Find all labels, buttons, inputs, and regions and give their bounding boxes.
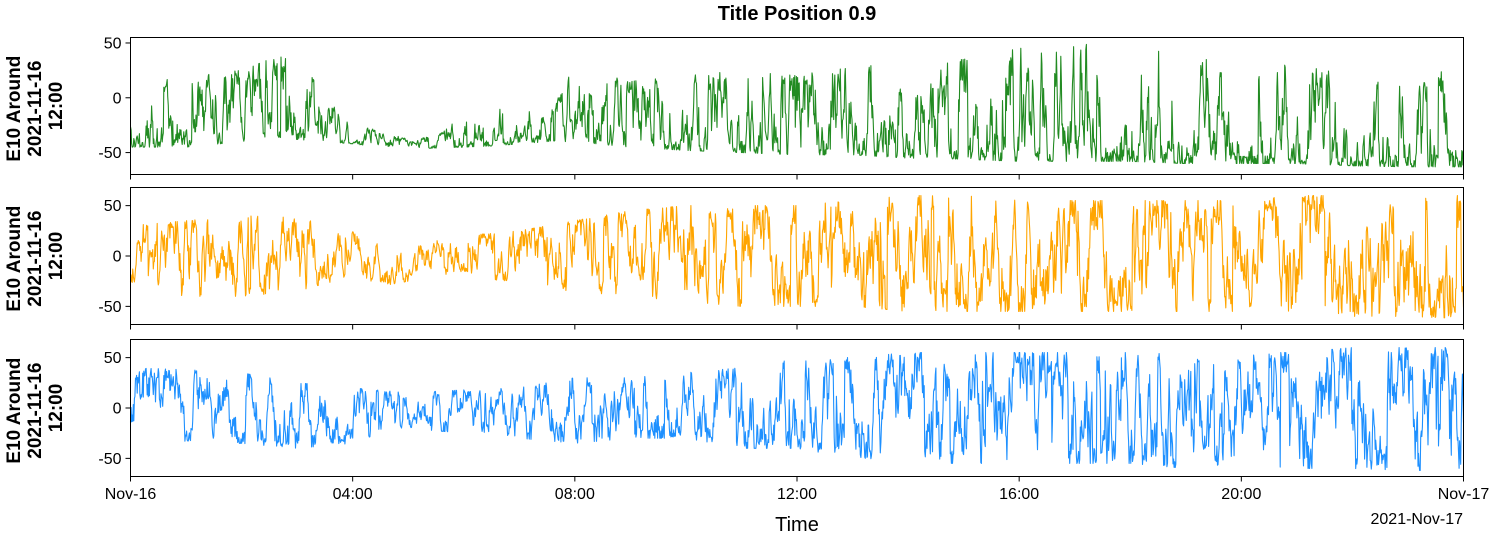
panel-1: 50 0 -50 E10 Around 2021-11-16 12:00	[4, 35, 1465, 180]
xtick-label: 08:00	[555, 486, 595, 503]
panel-2-ylabel-line-2: 2021-11-16	[25, 211, 46, 307]
panel-3-ylabel-line-3: 12:00	[46, 384, 67, 433]
date-offset-label: 2021-Nov-17	[1371, 511, 1464, 528]
panel-3-ylabel-line-1: E10 Around	[4, 358, 25, 464]
xtick-label: 12:00	[777, 486, 817, 503]
panel-3-ylabel: E10 Around 2021-11-16 12:00	[4, 352, 67, 463]
ytick-label: 50	[104, 35, 122, 52]
panel-1-yticks: 50 0 -50	[98, 35, 131, 162]
ytick-label: 0	[113, 249, 122, 266]
series-line-3	[129, 347, 1465, 472]
xtick-label: 20:00	[1221, 486, 1261, 503]
ytick-label: 0	[113, 401, 122, 418]
chart-title: Title Position 0.9	[718, 3, 877, 25]
panel-2: 50 0 -50 E10 Around 2021-11-16 12:00	[4, 187, 1465, 330]
panel-2-ylabel-line-1: E10 Around	[4, 206, 25, 312]
panel-1-ylabel: E10 Around 2021-11-16 12:00	[4, 50, 67, 161]
ytick-label: -50	[98, 451, 121, 468]
series-line-2	[129, 195, 1465, 319]
ytick-label: 0	[113, 90, 122, 107]
panel-2-xticks	[130, 324, 1464, 330]
xtick-label: Nov-17	[1438, 486, 1490, 503]
ytick-label: 50	[104, 350, 122, 367]
xtick-label: 16:00	[999, 486, 1039, 503]
panel-2-frame	[130, 187, 1464, 325]
panel-1-ylabel-line-1: E10 Around	[4, 56, 25, 162]
panel-3-ylabel-line-2: 2021-11-16	[25, 363, 46, 459]
ytick-label: -50	[98, 145, 121, 162]
panel-3-xticks	[130, 476, 1464, 482]
xtick-label: Nov-16	[105, 486, 157, 503]
xtick-label: 04:00	[333, 486, 373, 503]
series-line-1	[129, 43, 1465, 168]
ytick-label: -50	[98, 299, 121, 316]
x-tick-labels: Nov-16 04:00 08:00 12:00 16:00 20:00 Nov-17	[105, 486, 1490, 503]
panel-1-ylabel-line-3: 12:00	[46, 82, 67, 131]
panel-2-yticks: 50 0 -50	[98, 198, 131, 316]
panel-3-yticks: 50 0 -50	[98, 350, 131, 468]
panel-2-ylabel-line-3: 12:00	[46, 232, 67, 281]
panel-1-xticks	[130, 174, 1464, 180]
panel-1-ylabel-line-2: 2021-11-16	[25, 61, 46, 157]
panel-2-ylabel: E10 Around 2021-11-16 12:00	[4, 200, 67, 311]
panel-3-frame	[130, 339, 1464, 477]
ytick-label: 50	[104, 198, 122, 215]
x-axis-label: Time	[775, 514, 819, 536]
panel-3: 50 0 -50 E10 Around 2021-11-16 12:00	[4, 339, 1465, 482]
